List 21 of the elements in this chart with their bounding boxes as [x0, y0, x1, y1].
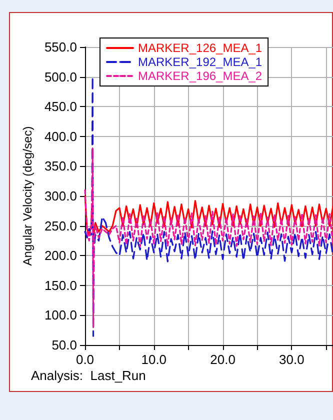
- y-tick-label: 150.0: [44, 278, 77, 293]
- y-tick-label: 450.0: [44, 99, 77, 114]
- y-tick-label: 200.0: [44, 248, 77, 264]
- legend-label: MARKER_192_MEA_1: [138, 55, 262, 69]
- y-axis-title: Angular Velocity (deg/sec): [20, 126, 35, 266]
- y-tick-label: 50.0: [52, 338, 77, 352]
- y-tick-label: 100.0: [44, 308, 77, 323]
- y-tick-label: 350.0: [44, 158, 77, 174]
- y-tick-label: 550.0: [44, 40, 77, 54]
- legend-label: MARKER_196_MEA_2: [138, 69, 262, 83]
- x-tick-label: 30.0: [279, 352, 304, 367]
- x-tick-label: 0.0: [76, 352, 94, 367]
- y-tick-label: 400.0: [44, 128, 77, 144]
- y-tick-label: 300.0: [44, 188, 77, 204]
- x-tick-label: 20.0: [210, 352, 236, 367]
- legend-label: MARKER_126_MEA_1: [138, 41, 262, 55]
- y-tick-label: 500.0: [44, 69, 77, 84]
- line-series: [84, 148, 333, 328]
- text: Analysis: Last_Run: [31, 368, 146, 383]
- x-tick-label: 10.0: [141, 352, 167, 367]
- y-tick-label: 250.0: [44, 218, 77, 234]
